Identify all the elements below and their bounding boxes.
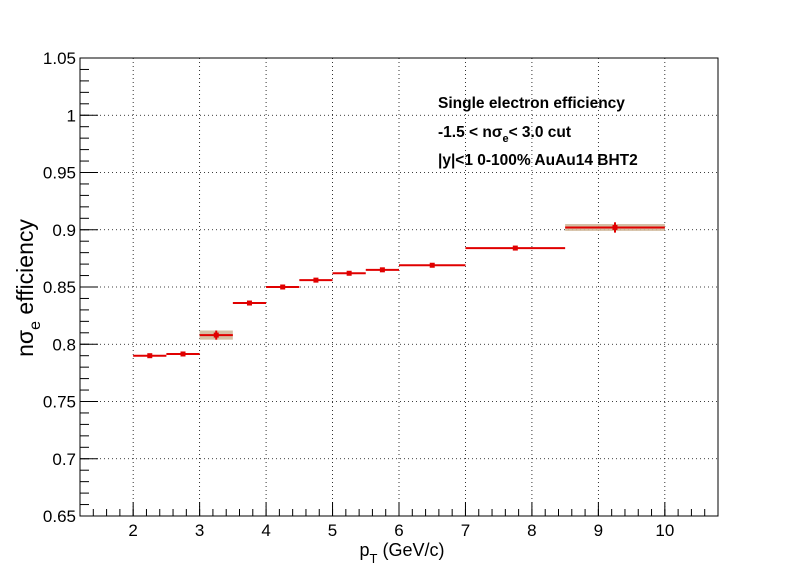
annotation-cut-post: < 3.0 cut: [509, 124, 571, 141]
x-axis-title-main: p: [360, 540, 370, 560]
x-tick-label: 4: [261, 521, 270, 540]
data-point: [232, 300, 267, 306]
y-tick-label: 0.9: [52, 221, 76, 240]
x-tick-label: 2: [128, 521, 137, 540]
annotation-cut: -1.5 < nσe< 3.0 cut: [438, 124, 571, 145]
point-marker: [346, 270, 352, 276]
data-point: [565, 222, 665, 233]
x-tick-label: 9: [594, 521, 603, 540]
point-marker: [147, 353, 153, 359]
x-axis-title-rest: (GeV/c): [377, 540, 444, 560]
annotation-cut-sub: e: [502, 133, 508, 145]
x-tick-label: 8: [527, 521, 536, 540]
point-marker: [213, 332, 219, 338]
x-tick-label: 10: [655, 521, 674, 540]
x-tick-label: 5: [328, 521, 337, 540]
data-point: [299, 277, 333, 283]
point-marker: [180, 351, 186, 357]
x-tick-labels: 2 3 4 5 6 7 8 9 10: [128, 521, 674, 540]
y-tick-label: 0.95: [43, 164, 76, 183]
data-point: [266, 284, 300, 290]
x-tick-label: 7: [461, 521, 470, 540]
point-marker: [379, 267, 385, 273]
grid-lines: [80, 58, 718, 516]
systematic-boxes: [199, 224, 665, 340]
data-point: [365, 267, 399, 273]
y-axis-title-rest: efficiency: [12, 219, 38, 321]
point-marker: [280, 284, 286, 290]
x-tick-label: 6: [394, 521, 403, 540]
data-points: [133, 222, 665, 359]
y-axis-title-sub: e: [27, 321, 44, 330]
point-marker: [246, 300, 252, 306]
y-tick-label: 0.85: [43, 278, 76, 297]
y-tick-label: 0.65: [43, 507, 76, 526]
y-tick-label: 1.05: [43, 49, 76, 68]
point-marker: [612, 224, 618, 230]
axis-ticks: [79, 57, 719, 517]
point-marker: [429, 262, 435, 268]
point-marker: [512, 245, 518, 251]
x-tick-label: 3: [195, 521, 204, 540]
point-marker: [313, 277, 319, 283]
annotation-title: Single electron efficiency: [438, 95, 625, 112]
annotation-cut-pre: -1.5 < nσ: [438, 124, 503, 141]
y-tick-label: 0.75: [43, 393, 76, 412]
y-tick-label: 0.8: [52, 335, 76, 354]
y-axis-title-pre: nσ: [12, 330, 38, 357]
data-point: [133, 353, 167, 359]
y-tick-labels: 0.65 0.7 0.75 0.8 0.85 0.9 0.95 1 1.05: [43, 49, 76, 526]
data-point: [166, 351, 200, 357]
y-axis-title: nσe efficiency: [12, 219, 44, 357]
x-axis-title: pT (GeV/c): [360, 540, 445, 566]
x-axis-title-sub: T: [370, 551, 378, 566]
data-point: [399, 262, 466, 268]
data-point: [199, 330, 233, 340]
data-point: [332, 270, 366, 276]
data-point: [465, 245, 566, 251]
y-tick-label: 0.7: [52, 450, 76, 469]
annotation-selection: |y|<1 0-100% AuAu14 BHT2: [438, 152, 638, 169]
y-tick-label: 1: [67, 106, 76, 125]
